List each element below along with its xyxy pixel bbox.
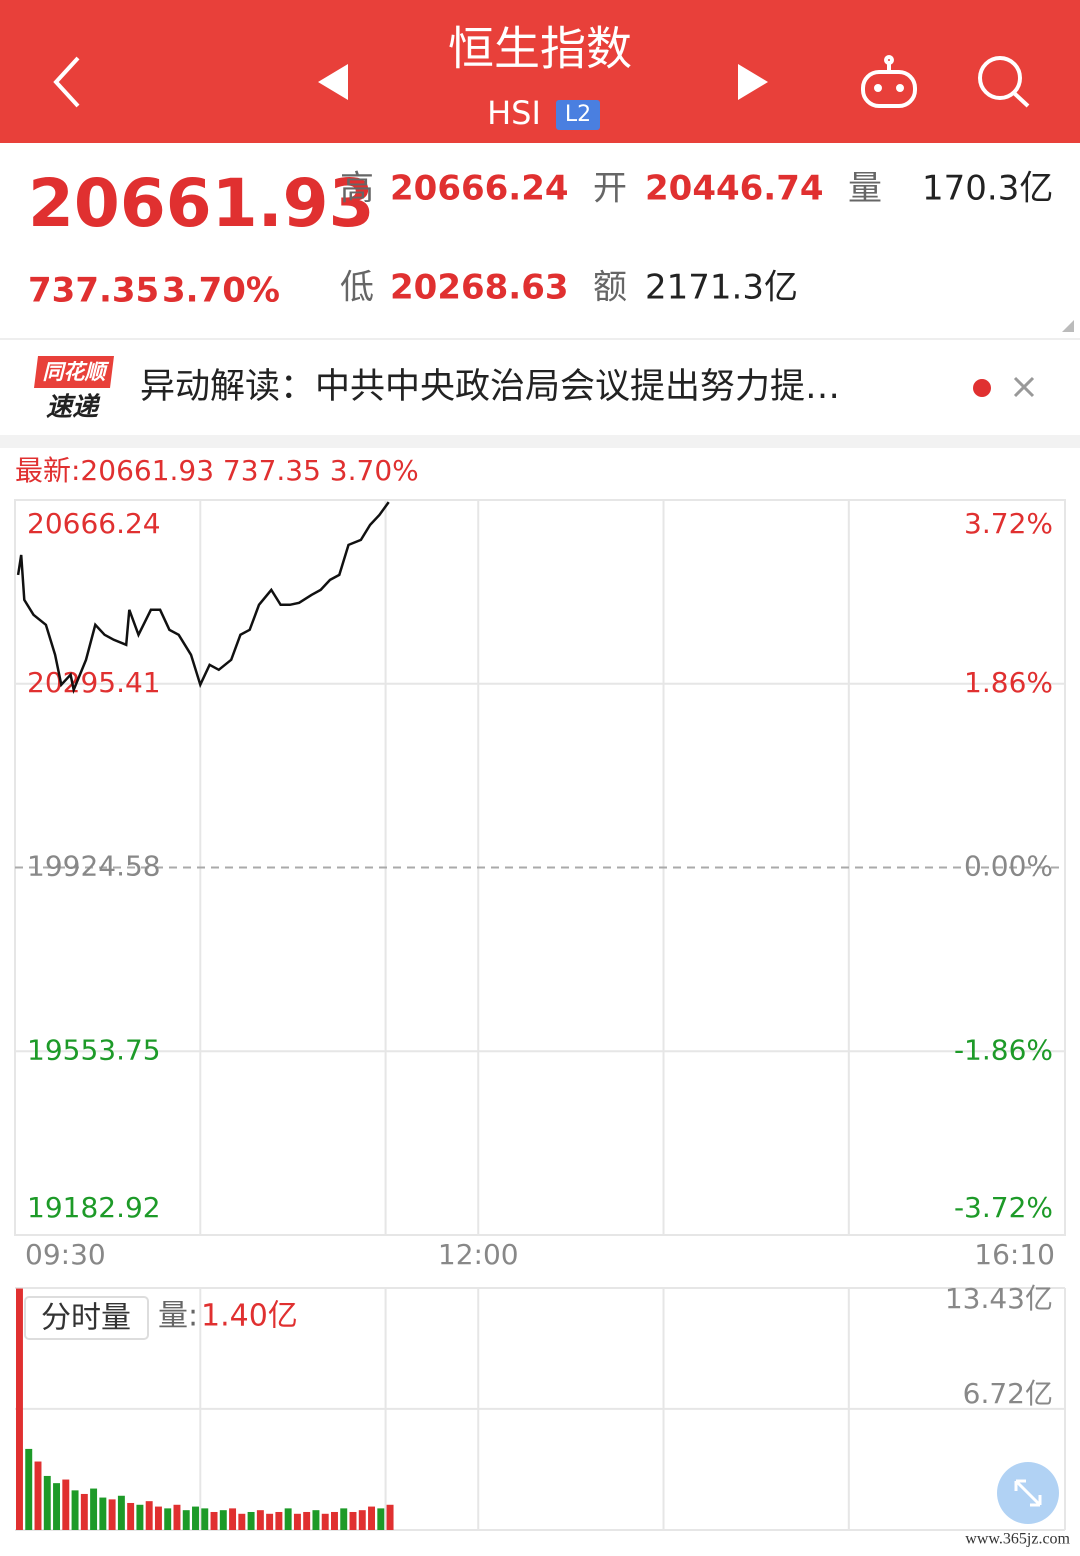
logo-top: 同花顺 xyxy=(43,360,110,384)
volume-bar xyxy=(145,1501,153,1530)
low-label: 低 xyxy=(340,268,374,308)
y-tick-label: 6.72亿 xyxy=(963,1377,1053,1410)
volume-bar xyxy=(127,1502,135,1530)
volume-bar xyxy=(99,1497,107,1530)
level-badge: L2 xyxy=(565,102,591,127)
volume-bar xyxy=(368,1506,376,1530)
next-button[interactable] xyxy=(738,64,768,100)
volume-bar xyxy=(377,1508,385,1530)
unread-dot xyxy=(973,379,991,397)
volume-bar xyxy=(25,1448,33,1530)
volume-bar xyxy=(108,1499,116,1530)
divider xyxy=(0,435,1080,448)
volume-bar xyxy=(284,1508,292,1530)
volume-bar xyxy=(34,1461,42,1530)
open-label: 开 xyxy=(593,169,627,209)
volume-bar xyxy=(117,1495,125,1530)
y2-tick-label: -3.72% xyxy=(954,1191,1053,1224)
volume-bar xyxy=(219,1510,227,1530)
volume-bar xyxy=(173,1504,181,1530)
news-text: 异动解读：中共中央政治局会议提出努力提… xyxy=(140,367,840,407)
volume-bar xyxy=(303,1511,311,1530)
volume-bar xyxy=(154,1506,162,1530)
back-button[interactable] xyxy=(53,56,80,108)
volume-bar xyxy=(321,1513,329,1530)
volume-bar xyxy=(136,1504,144,1530)
logo-bg xyxy=(34,356,114,388)
volume-bar xyxy=(53,1483,61,1530)
y-tick-label: 13.43亿 xyxy=(945,1282,1053,1315)
volume-label: 量: xyxy=(158,1299,198,1334)
price-line xyxy=(16,501,390,695)
volume-bar xyxy=(229,1508,237,1530)
volume-bar xyxy=(247,1511,255,1530)
high-label: 高 xyxy=(340,169,374,209)
volume-bar xyxy=(275,1511,283,1530)
volume-bar xyxy=(331,1511,338,1530)
low-value: 20268.63 xyxy=(390,268,569,308)
change-pct: 3.70% xyxy=(162,271,280,311)
logo-bottom: 速递 xyxy=(46,393,101,423)
open-value: 20446.74 xyxy=(645,169,824,209)
x-tick-label: 16:10 xyxy=(974,1238,1055,1271)
volume-bar xyxy=(201,1508,209,1530)
volume-current: 1.40亿 xyxy=(201,1299,298,1334)
volume-bar xyxy=(80,1493,88,1530)
x-tick-label: 12:00 xyxy=(438,1238,519,1271)
y-tick-label: 19924.58 xyxy=(27,850,161,883)
volume-bar xyxy=(90,1488,98,1530)
volume-label: 量 xyxy=(848,169,882,209)
y-tick-label: 19182.92 xyxy=(27,1191,161,1224)
close-button[interactable] xyxy=(1013,376,1035,398)
high-value: 20666.24 xyxy=(390,169,569,209)
divider xyxy=(0,338,1080,340)
news-row[interactable]: 同花顺 速递 异动解读：中共中央政治局会议提出努力提… xyxy=(34,356,840,423)
y-tick-label: 20666.24 xyxy=(27,507,161,540)
volume-bar xyxy=(164,1508,172,1530)
volume-bar xyxy=(43,1475,51,1530)
y2-tick-label: 1.86% xyxy=(964,666,1053,699)
x-tick-label: 09:30 xyxy=(25,1238,106,1271)
volume-bar xyxy=(210,1511,218,1530)
volume-bar xyxy=(182,1510,190,1530)
amount-value: 2171.3亿 xyxy=(645,268,798,308)
volume-bar xyxy=(192,1506,199,1530)
last-price: 20661.93 xyxy=(28,165,375,242)
fullscreen-icon xyxy=(1014,1479,1042,1507)
volume-bar xyxy=(238,1513,246,1530)
y2-tick-label: 3.72% xyxy=(964,507,1053,540)
y2-tick-label: -1.86% xyxy=(954,1033,1053,1066)
volume-bar xyxy=(358,1510,366,1530)
change: 737.35 xyxy=(28,271,159,311)
index-code: HSI xyxy=(487,94,541,132)
y-tick-label: 19553.75 xyxy=(27,1033,161,1066)
volume-value: 170.3亿 xyxy=(922,169,1053,209)
volume-bar xyxy=(71,1490,79,1530)
volume-bar xyxy=(349,1511,357,1530)
y-tick-label: 20295.41 xyxy=(27,666,161,699)
amount-label: 额 xyxy=(593,268,627,308)
y2-tick-label: 0.00% xyxy=(964,850,1053,883)
volume-bar xyxy=(312,1510,320,1530)
toggle-button: 分时量 xyxy=(41,1301,131,1336)
volume-bar xyxy=(386,1504,394,1530)
prev-button[interactable] xyxy=(318,64,348,100)
volume-bar xyxy=(293,1513,301,1530)
charts: 最新:20661.93 737.35 3.70% 20666.24 20295.41… xyxy=(14,454,1066,1531)
volume-bar xyxy=(16,1288,23,1530)
volume-bar xyxy=(62,1479,70,1530)
watermark: www.365jz.com xyxy=(965,1531,1070,1548)
page-title: 恒生指数 xyxy=(448,22,632,76)
volume-bar xyxy=(340,1508,348,1530)
toggle-bg[interactable] xyxy=(24,1296,149,1340)
volume-bar xyxy=(266,1513,274,1530)
chart-title: 最新:20661.93 737.35 3.70% xyxy=(15,454,419,487)
search-button[interactable] xyxy=(978,56,1030,108)
volume-bar xyxy=(256,1510,264,1530)
badge-bg xyxy=(556,100,600,130)
robot-button[interactable] xyxy=(861,55,917,108)
expand-corner[interactable] xyxy=(1062,320,1074,332)
